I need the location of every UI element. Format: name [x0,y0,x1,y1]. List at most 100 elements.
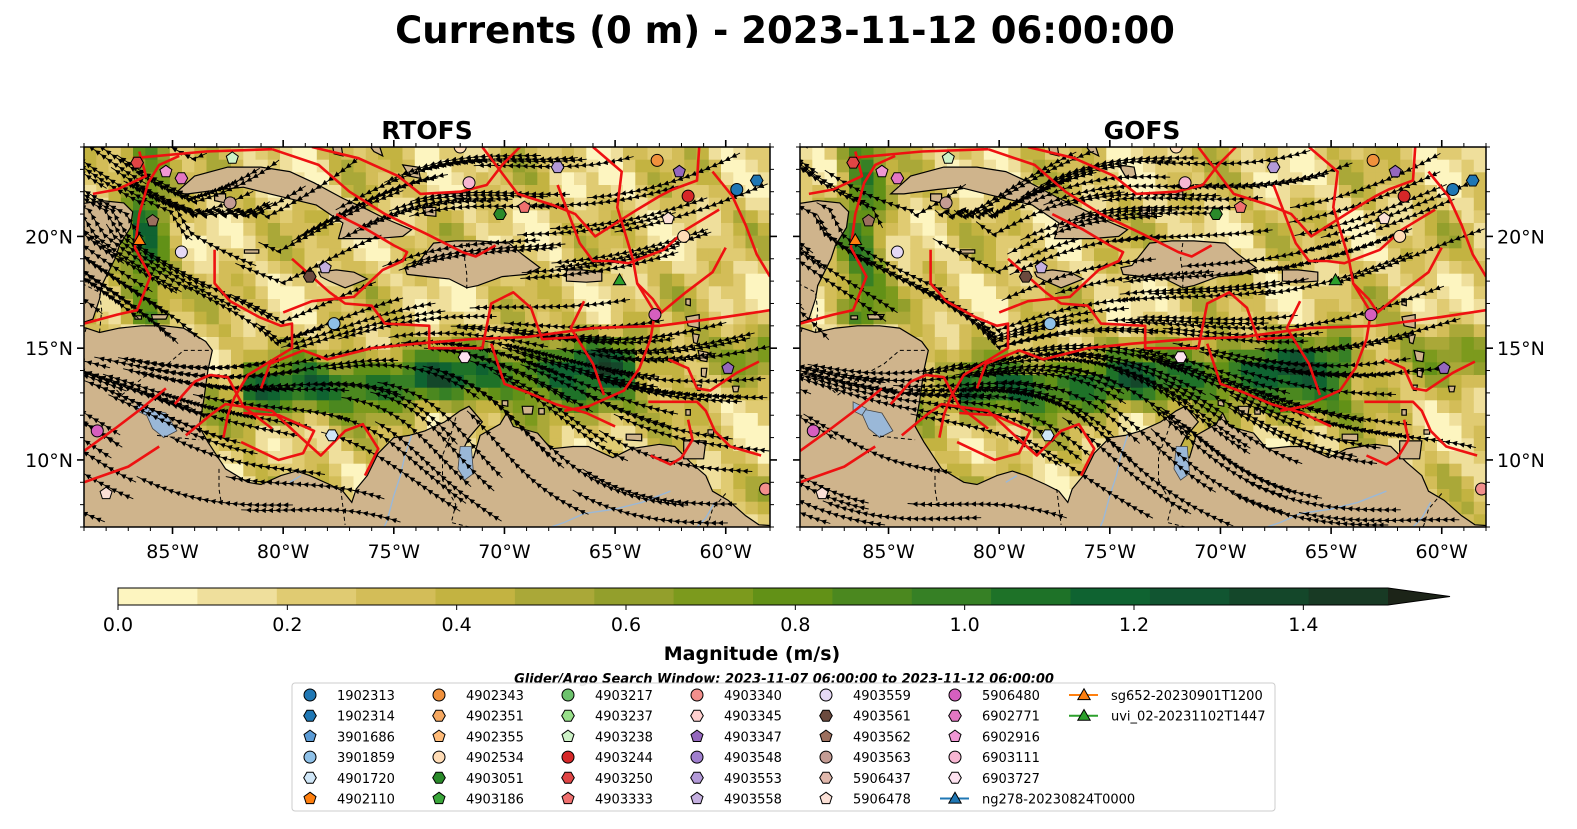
land-polygon [959,249,976,254]
float-marker [223,196,237,210]
field-cell [1179,299,1193,313]
legend-item: 4903250 [561,771,653,787]
field-cell [983,248,997,262]
legend-item: 4903558 [690,791,782,808]
field-cell [757,501,770,515]
field-cell [1449,273,1463,287]
field-cell [476,197,489,211]
field-cell [1473,147,1486,161]
field-cell [721,349,734,363]
field-cell [1363,375,1377,389]
field-cell [1032,400,1046,414]
field-cell [598,197,612,211]
legend-marker [303,771,317,784]
field-cell [1241,147,1254,161]
legend-label: 5906437 [853,772,911,787]
streamline [84,147,147,185]
streamline [299,172,448,237]
legend-item: 1902314 [303,709,395,725]
field-cell [304,375,318,389]
field-cell [1179,159,1193,173]
legend-item: 6903111 [948,750,1040,766]
legend-marker [561,750,575,764]
field-cell [647,172,661,186]
legend-marker [432,688,446,702]
field-cell [525,286,538,300]
field-cell [231,349,244,363]
field-cell [365,413,379,427]
field-cell [959,349,973,363]
land-polygon [243,249,260,254]
field-cell [586,311,600,325]
legend-marker [432,791,446,805]
colorbar-cell [197,588,278,605]
field-cell [1351,400,1365,414]
field-cell [757,324,770,338]
float-marker [721,361,735,374]
field-cell [1473,514,1486,527]
legend-marker [432,771,446,784]
field-cell [218,337,232,351]
legend-label: 6902771 [982,710,1040,725]
field-cell [292,400,306,414]
colorbar-ticks: 0.0 0.2 0.4 0.6 0.8 1.0 1.2 1.4 [103,605,1318,636]
field-cell [1020,311,1034,325]
field-cell [427,147,440,161]
field-cell [745,489,759,503]
field-cell [218,223,232,237]
field-cell [549,387,563,401]
field-cell [922,248,936,262]
field-cell [280,438,293,452]
gofs-map-body [800,147,1486,527]
field-cell [1228,172,1242,186]
field-cell [733,425,747,439]
float-marker [1173,351,1188,364]
field-cell [316,463,330,477]
land-polygon [625,433,643,442]
lon-tick-label: 75°W [1084,541,1137,563]
field-cell [1094,413,1107,427]
field-cell [537,248,551,262]
land-polygon [538,407,545,415]
legend-marker [947,791,963,804]
field-cell [414,349,428,363]
field-cell [708,463,722,477]
field-cell [757,235,770,249]
field-cell [1094,248,1107,262]
field-cell [1045,159,1058,173]
field-cell [1461,337,1475,351]
field-cell [610,185,624,199]
field-cell [610,286,624,300]
field-cell [402,400,416,414]
streamline [1008,342,1168,360]
panel-title-rtofs: RTOFS [381,116,473,145]
streamline [1107,317,1269,327]
field-cell [721,223,734,237]
float-marker [846,156,860,169]
land-polygon [685,298,691,307]
field-cell [353,172,367,186]
field-cell [414,273,428,287]
field-cell [1351,299,1365,313]
legend-marker [690,791,704,805]
legend-marker [303,791,317,805]
glider-track [1308,147,1443,314]
field-cell [959,223,973,237]
field-cell [1437,273,1450,287]
field-cell [1008,223,1022,237]
field-cell [1424,299,1438,313]
float-marker [612,272,627,286]
legend-label: 3901859 [337,751,395,766]
field-cell [745,387,759,401]
field-cell [721,286,734,300]
lat-tick-label: 15°N [1497,338,1545,360]
field-cell [861,147,875,161]
land-polygon [1401,409,1407,416]
field-cell [365,248,379,262]
field-cell [1424,324,1438,338]
field-cell [947,311,960,325]
field-cell [1326,286,1340,300]
field-cell [1192,197,1205,211]
field-cell [1192,387,1205,401]
field-cell [292,273,306,287]
